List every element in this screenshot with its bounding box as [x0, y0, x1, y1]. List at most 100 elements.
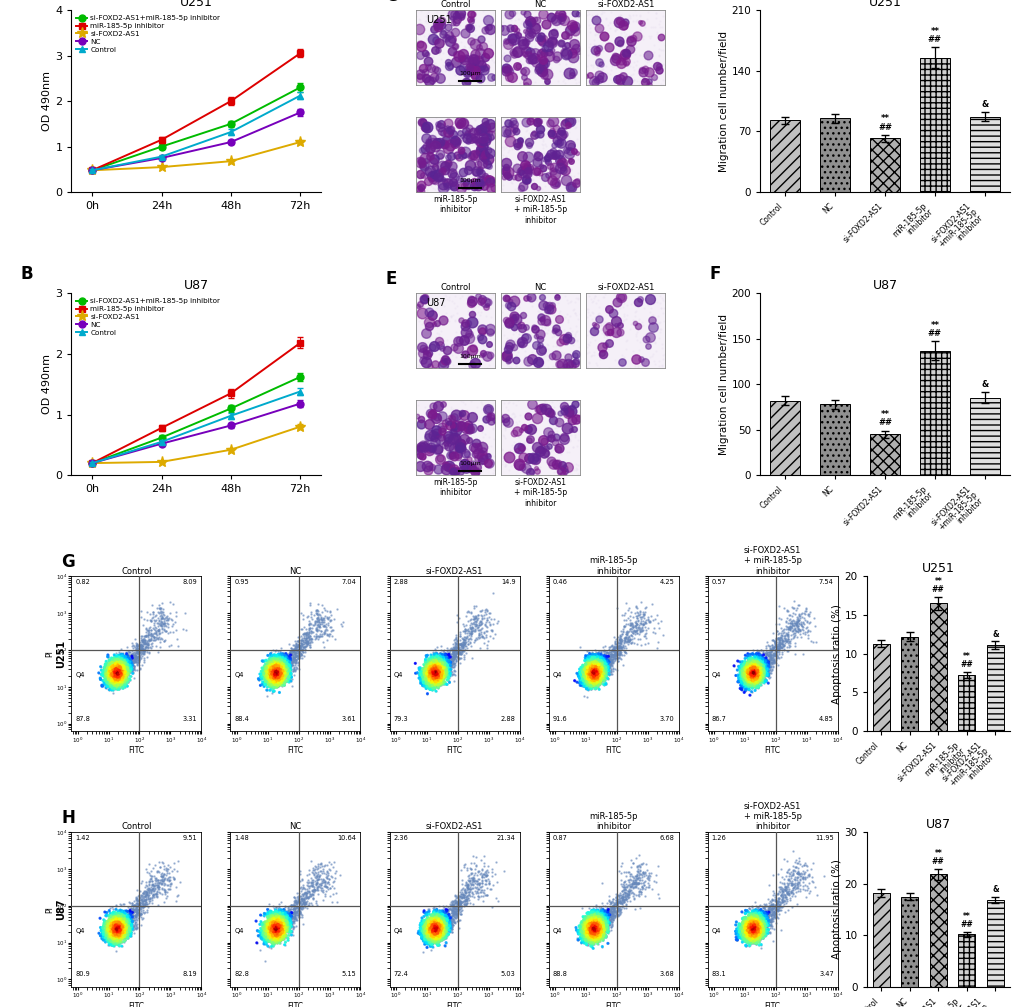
Point — [423, 923, 439, 940]
Point — [428, 908, 444, 924]
Point — [622, 883, 638, 899]
Point — [95, 921, 111, 938]
Point — [585, 924, 601, 941]
Point — [740, 926, 756, 943]
Point — [114, 918, 130, 934]
Point — [126, 924, 143, 941]
Point — [107, 927, 123, 944]
Point — [109, 658, 125, 674]
Point — [104, 671, 120, 687]
Point — [756, 910, 772, 926]
Point — [579, 662, 595, 678]
Point — [101, 933, 117, 950]
Point — [261, 929, 277, 946]
Point — [266, 665, 282, 681]
Point — [263, 919, 279, 936]
Point — [279, 914, 296, 930]
Point — [751, 658, 767, 674]
Point — [741, 660, 757, 676]
Point — [579, 661, 595, 677]
Point — [762, 912, 779, 928]
Point — [286, 907, 303, 923]
Point — [434, 465, 450, 481]
Point — [416, 678, 432, 694]
Point — [591, 915, 607, 931]
Point — [741, 671, 757, 687]
Point — [101, 929, 117, 946]
Point — [559, 335, 576, 351]
Point — [414, 142, 430, 158]
Point — [734, 921, 750, 938]
Point — [427, 919, 443, 936]
Point — [752, 670, 768, 686]
Point — [747, 670, 763, 686]
Point — [746, 666, 762, 682]
Point — [741, 922, 757, 939]
Point — [427, 678, 443, 694]
Point — [546, 166, 562, 182]
Point — [519, 116, 535, 132]
Point — [95, 925, 111, 942]
Point — [583, 925, 599, 942]
Point — [426, 670, 442, 686]
Point — [744, 927, 760, 944]
Point — [577, 659, 593, 675]
Point — [114, 915, 130, 931]
Point — [593, 916, 609, 932]
Point — [422, 929, 438, 946]
Point — [754, 913, 770, 929]
Point — [749, 668, 765, 684]
Point — [96, 931, 112, 948]
Point — [433, 662, 449, 678]
Point — [116, 922, 132, 939]
Point — [268, 668, 284, 684]
Point — [584, 314, 600, 330]
Point — [587, 923, 603, 940]
Point — [95, 921, 111, 938]
Point — [266, 933, 282, 950]
Point — [594, 656, 610, 672]
Point — [105, 672, 121, 688]
Point — [590, 927, 606, 944]
Point — [114, 662, 130, 678]
Point — [464, 611, 480, 627]
Point — [438, 658, 454, 674]
Point — [107, 672, 123, 688]
Point — [745, 663, 761, 679]
Point — [596, 666, 612, 682]
Point — [258, 917, 274, 933]
Point — [741, 677, 757, 693]
Point — [745, 922, 761, 939]
Point — [101, 920, 117, 937]
Point — [266, 918, 282, 934]
Point — [746, 671, 762, 687]
Point — [266, 921, 282, 938]
Point — [143, 870, 159, 886]
Point — [739, 923, 755, 940]
Point — [746, 664, 762, 680]
Point — [434, 658, 450, 674]
Point — [298, 884, 314, 900]
Point — [641, 348, 657, 365]
Point — [269, 664, 285, 680]
Point — [266, 663, 282, 679]
Point — [100, 665, 116, 681]
Point — [594, 913, 610, 929]
Point — [741, 932, 757, 949]
Point — [430, 922, 446, 939]
Point — [737, 663, 753, 679]
Point — [272, 919, 288, 936]
Point — [741, 925, 757, 942]
Point — [593, 916, 609, 932]
Point — [449, 645, 466, 662]
Point — [276, 654, 292, 670]
Point — [297, 885, 313, 901]
Point — [579, 309, 595, 325]
Point — [470, 293, 486, 309]
Point — [418, 667, 434, 683]
Point — [104, 920, 120, 937]
Point — [114, 663, 130, 679]
Point — [256, 658, 272, 674]
Point — [735, 924, 751, 941]
Point — [745, 668, 761, 684]
